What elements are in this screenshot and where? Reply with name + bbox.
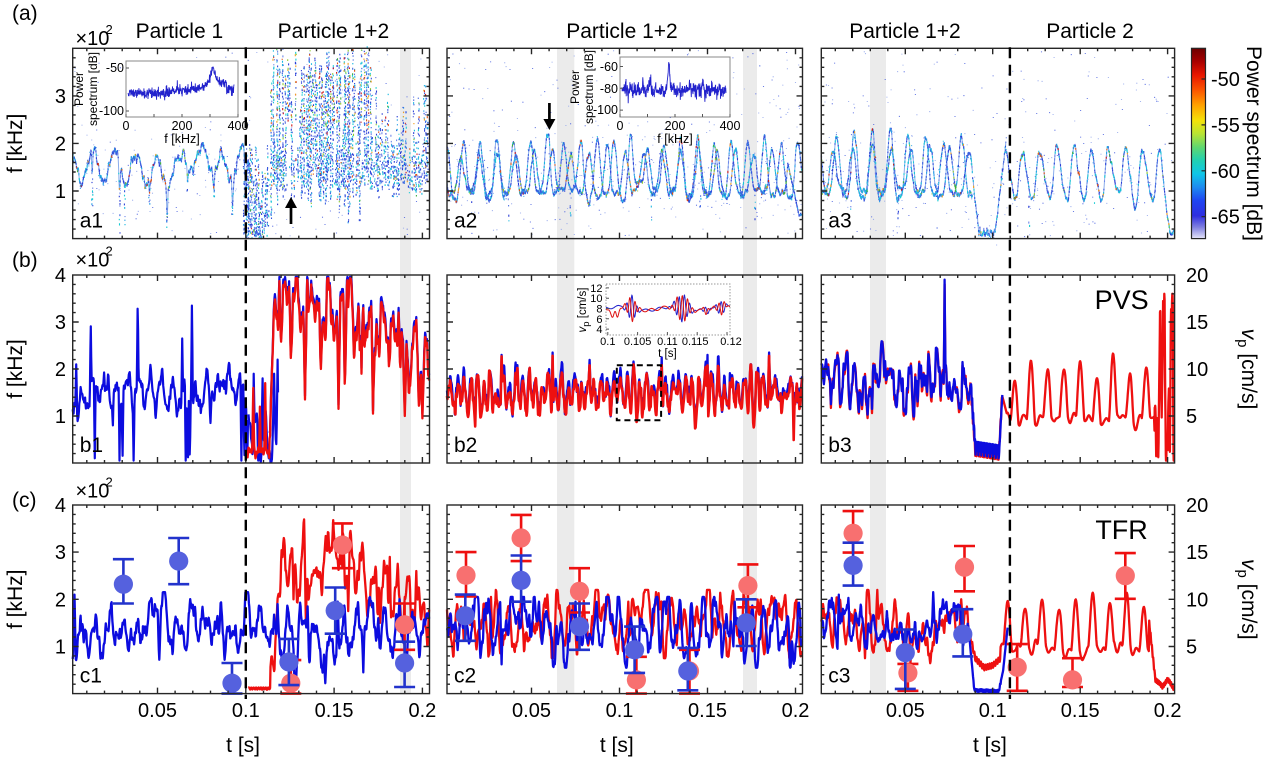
svg-text:0.15: 0.15 xyxy=(315,700,354,722)
svg-text:3: 3 xyxy=(55,542,66,564)
svg-text:0: 0 xyxy=(123,119,130,133)
svg-text:4: 4 xyxy=(596,324,602,336)
svg-text:0.05: 0.05 xyxy=(138,700,177,722)
svg-text:1: 1 xyxy=(55,406,66,428)
svg-text:8: 8 xyxy=(596,304,602,316)
svg-text:15: 15 xyxy=(1186,312,1208,334)
svg-text:2: 2 xyxy=(55,359,66,381)
svg-text:0.05: 0.05 xyxy=(512,700,551,722)
svg-text:-100: -100 xyxy=(593,103,618,117)
svg-text:0.1: 0.1 xyxy=(232,700,260,722)
svg-text:b3: b3 xyxy=(828,434,851,457)
svg-text:1: 1 xyxy=(55,637,66,659)
svg-text:×10: ×10 xyxy=(76,481,110,503)
svg-text:15: 15 xyxy=(1186,542,1208,564)
svg-text:Particle 1+2: Particle 1+2 xyxy=(849,20,960,43)
svg-text:0.05: 0.05 xyxy=(886,700,925,722)
svg-text:0: 0 xyxy=(617,119,624,133)
svg-text:0.1: 0.1 xyxy=(979,700,1007,722)
svg-text:0.115: 0.115 xyxy=(682,336,709,348)
svg-text:-55: -55 xyxy=(1211,115,1240,137)
svg-text:2: 2 xyxy=(106,475,113,490)
svg-text:0.1: 0.1 xyxy=(606,700,634,722)
svg-text:(b): (b) xyxy=(12,249,38,272)
svg-text:6: 6 xyxy=(596,314,602,326)
svg-text:1: 1 xyxy=(55,181,66,203)
svg-text:b2: b2 xyxy=(454,434,477,457)
svg-text:-100: -100 xyxy=(99,104,124,118)
svg-text:PVS: PVS xyxy=(1095,285,1149,315)
svg-text:3: 3 xyxy=(55,86,66,108)
svg-text:b1: b1 xyxy=(80,434,103,457)
svg-text:f [kHz]: f [kHz] xyxy=(657,132,692,146)
svg-text:Power: Power xyxy=(568,70,582,104)
svg-text:TFR: TFR xyxy=(1095,515,1147,545)
svg-text:20: 20 xyxy=(1186,495,1208,517)
svg-text:400: 400 xyxy=(720,119,741,133)
svg-text:t [s]: t [s] xyxy=(600,734,634,757)
svg-text:c2: c2 xyxy=(454,665,476,688)
svg-text:4: 4 xyxy=(55,265,66,287)
svg-text:a2: a2 xyxy=(454,210,477,233)
svg-text:0.12: 0.12 xyxy=(720,336,741,348)
svg-text:×10: ×10 xyxy=(76,28,110,50)
svg-text:f [kHz]: f [kHz] xyxy=(4,339,27,399)
svg-text:200: 200 xyxy=(665,119,686,133)
svg-text:200: 200 xyxy=(172,119,193,133)
svg-text:5: 5 xyxy=(1186,406,1197,428)
svg-text:0.15: 0.15 xyxy=(688,700,727,722)
svg-text:0.2: 0.2 xyxy=(1154,700,1182,722)
svg-text:f [kHz]: f [kHz] xyxy=(4,570,27,630)
svg-text:0.105: 0.105 xyxy=(624,336,652,348)
svg-text:vp [cm/s]: vp [cm/s] xyxy=(577,288,592,333)
svg-text:a1: a1 xyxy=(80,210,103,233)
svg-text:10: 10 xyxy=(590,293,602,305)
svg-text:Particle 1+2: Particle 1+2 xyxy=(278,20,389,43)
svg-text:c1: c1 xyxy=(80,665,102,688)
svg-text:3: 3 xyxy=(55,312,66,334)
svg-text:×10: ×10 xyxy=(76,250,110,272)
svg-text:20: 20 xyxy=(1186,265,1208,287)
svg-text:2: 2 xyxy=(55,133,66,155)
svg-text:vp [cm/s]: vp [cm/s] xyxy=(1234,559,1260,640)
svg-text:c3: c3 xyxy=(828,665,850,688)
svg-text:Particle 1+2: Particle 1+2 xyxy=(566,20,677,43)
svg-text:Particle 1: Particle 1 xyxy=(136,20,224,43)
svg-text:-65: -65 xyxy=(1211,207,1240,229)
svg-text:4: 4 xyxy=(55,495,66,517)
svg-text:-60: -60 xyxy=(1211,161,1240,183)
svg-text:10: 10 xyxy=(1186,589,1208,611)
svg-text:2: 2 xyxy=(55,589,66,611)
svg-text:10: 10 xyxy=(1186,359,1208,381)
svg-text:0.15: 0.15 xyxy=(1061,700,1100,722)
svg-text:(c): (c) xyxy=(12,489,37,512)
svg-text:-50: -50 xyxy=(1211,69,1240,91)
svg-text:spectrum [dB]: spectrum [dB] xyxy=(582,50,596,124)
svg-text:(a): (a) xyxy=(12,2,38,25)
svg-text:-60: -60 xyxy=(600,60,618,74)
svg-text:0.2: 0.2 xyxy=(408,700,436,722)
svg-text:Power: Power xyxy=(72,72,86,106)
svg-text:12: 12 xyxy=(590,283,602,295)
svg-text:400: 400 xyxy=(228,119,249,133)
svg-text:t [s]: t [s] xyxy=(973,734,1007,757)
svg-text:Power spectrum [dB]: Power spectrum [dB] xyxy=(1242,46,1265,241)
svg-text:0.2: 0.2 xyxy=(782,700,810,722)
svg-text:t [s]: t [s] xyxy=(658,348,677,360)
svg-text:t [s]: t [s] xyxy=(226,734,260,757)
svg-text:2: 2 xyxy=(106,244,113,259)
svg-text:2: 2 xyxy=(106,22,113,37)
svg-text:0.1: 0.1 xyxy=(600,336,615,348)
svg-text:-50: -50 xyxy=(106,61,124,75)
svg-text:a3: a3 xyxy=(828,210,851,233)
svg-text:-80: -80 xyxy=(600,82,618,96)
svg-text:f [kHz]: f [kHz] xyxy=(164,132,199,146)
svg-text:f [kHz]: f [kHz] xyxy=(4,114,27,174)
svg-text:0.11: 0.11 xyxy=(657,336,678,348)
svg-text:vp [cm/s]: vp [cm/s] xyxy=(1234,329,1260,410)
svg-text:5: 5 xyxy=(1186,637,1197,659)
svg-text:spectrum [dB]: spectrum [dB] xyxy=(86,52,100,126)
svg-text:Particle 2: Particle 2 xyxy=(1046,20,1134,43)
